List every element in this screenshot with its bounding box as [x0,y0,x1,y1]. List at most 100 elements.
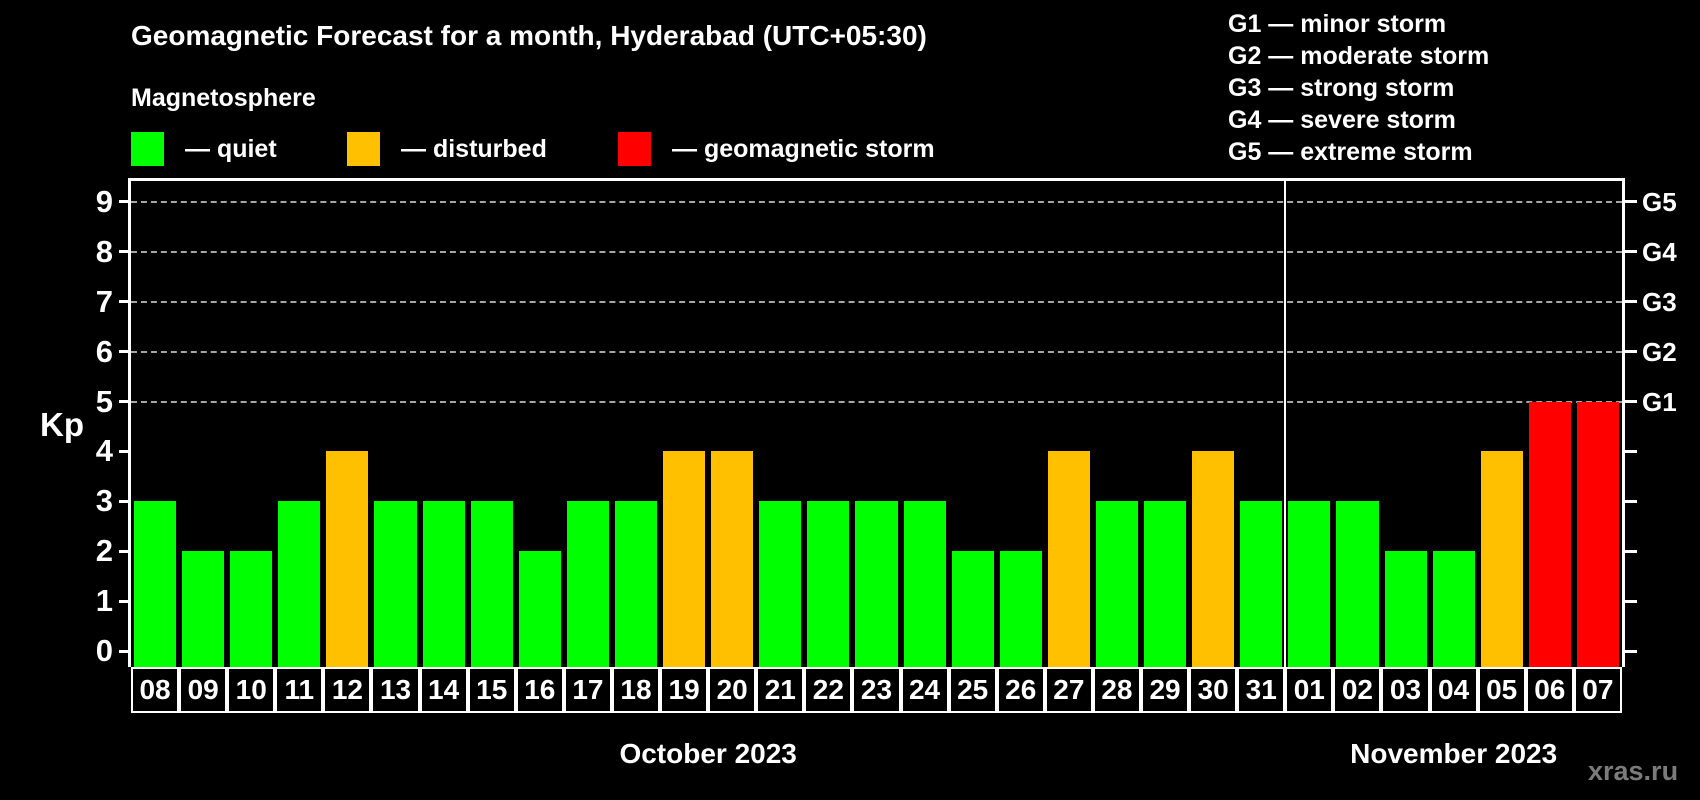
kp-bar-day-17 [566,501,609,667]
g-legend-line: G2 — moderate storm [1228,42,1490,70]
gridline-kp9 [131,200,1622,203]
day-label-15: 15 [467,667,516,713]
kp-bar-day-18 [614,501,658,667]
y-tick-label-6: 6 [95,333,113,369]
kp-bar-day-25 [951,551,994,667]
y-tick-left-2 [119,549,131,553]
y-tick-right-8 [1625,250,1637,254]
kp-bar-day-31 [1240,501,1283,667]
gridline-kp7 [131,300,1622,303]
day-label-27: 27 [1044,667,1093,713]
kp-bar-day-01 [1288,501,1331,667]
kp-bar-day-26 [999,551,1042,667]
g-axis-label-G5: G5 [1642,186,1677,217]
kp-bar-day-23 [855,501,898,667]
g-axis-label-G3: G3 [1642,286,1677,317]
kp-bar-day-16 [518,551,561,667]
y-tick-left-4 [119,449,131,453]
kp-bar-day-13 [374,501,417,667]
quiet-color-swatch-icon [131,132,164,166]
y-tick-left-0 [119,649,131,653]
day-label-28: 28 [1092,667,1141,713]
y-tick-label-9: 9 [95,183,113,219]
kp-bar-day-11 [278,501,321,667]
y-tick-left-5 [119,400,131,403]
y-tick-label-8: 8 [95,233,113,269]
month-label: November 2023 [1350,738,1558,769]
day-label-01: 01 [1285,667,1334,713]
y-tick-right-9 [1625,200,1637,204]
day-label-21: 21 [756,667,805,713]
g-legend-line: G5 — extreme storm [1228,138,1473,166]
y-tick-right-4 [1625,449,1637,453]
kp-bar-day-20 [711,451,754,667]
legend-item-disturbed: — disturbed [347,131,547,167]
day-label-04: 04 [1429,667,1478,713]
kp-bar-day-09 [182,551,225,667]
day-label-23: 23 [852,667,901,713]
disturbed-color-swatch-icon [347,132,380,166]
y-tick-label-4: 4 [95,433,113,469]
day-label-30: 30 [1189,667,1238,713]
day-label-20: 20 [708,667,757,713]
day-label-09: 09 [179,667,228,713]
kp-bar-day-29 [1144,501,1187,667]
day-label-02: 02 [1333,667,1382,713]
watermark: xras.ru [1588,756,1679,786]
kp-bar-day-28 [1095,501,1139,667]
y-tick-right-0 [1625,649,1637,653]
gridline-kp6 [131,350,1622,353]
kp-bar-day-15 [470,501,513,667]
g-axis-label-G1: G1 [1642,386,1677,417]
day-label-13: 13 [371,667,420,713]
legend-item-label: — quiet [185,134,277,163]
day-label-08: 08 [131,667,180,713]
kp-bar-day-27 [1047,451,1090,667]
kp-bar-day-02 [1336,501,1379,667]
day-label-17: 17 [563,667,612,713]
kp-bar-day-10 [230,551,273,667]
g-axis-label-G2: G2 [1642,336,1677,367]
kp-bar-day-21 [759,501,802,667]
day-label-12: 12 [323,667,372,713]
day-label-03: 03 [1381,667,1430,713]
kp-bar-day-08 [134,501,177,667]
day-label-26: 26 [996,667,1045,713]
y-tick-right-7 [1625,300,1637,304]
day-label-16: 16 [515,667,564,713]
y-axis-title: Kp [40,406,84,443]
day-label-14: 14 [419,667,468,713]
day-label-row: 08 09 10 11 12 13 14 15 16 17 18 19 20 21 22 23 24 25 26 27… [131,667,1622,713]
storm-color-swatch-icon [618,132,651,166]
y-tick-label-7: 7 [95,283,113,319]
kp-bar-day-04 [1432,551,1475,667]
g-axis-label-G4: G4 [1642,236,1677,267]
kp-bar-day-06 [1528,401,1571,667]
y-tick-label-1: 1 [95,583,113,619]
y-tick-left-8 [119,250,131,254]
day-label-05: 05 [1477,667,1526,713]
month-separator-line [1284,181,1287,667]
y-tick-right-3 [1625,499,1637,503]
day-label-22: 22 [804,667,853,713]
kp-bar-day-14 [422,501,465,667]
day-label-11: 11 [275,667,324,713]
y-tick-right-1 [1625,599,1637,603]
kp-bar-day-05 [1480,451,1523,667]
kp-bar-day-03 [1384,551,1427,667]
kp-bar-day-24 [903,501,946,667]
day-label-31: 31 [1237,667,1286,713]
gridline-kp8 [131,250,1622,253]
y-tick-left-9 [119,200,131,204]
kp-bar-day-07 [1576,401,1619,667]
day-label-19: 19 [660,667,709,713]
day-label-07: 07 [1573,667,1622,713]
kp-bar-day-22 [807,501,850,667]
kp-bar-day-19 [663,451,706,667]
y-tick-left-6 [119,350,131,354]
kp-bar-day-30 [1192,451,1235,667]
y-tick-label-3: 3 [95,483,113,519]
y-tick-label-0: 0 [95,633,113,668]
y-tick-right-5 [1625,400,1637,403]
